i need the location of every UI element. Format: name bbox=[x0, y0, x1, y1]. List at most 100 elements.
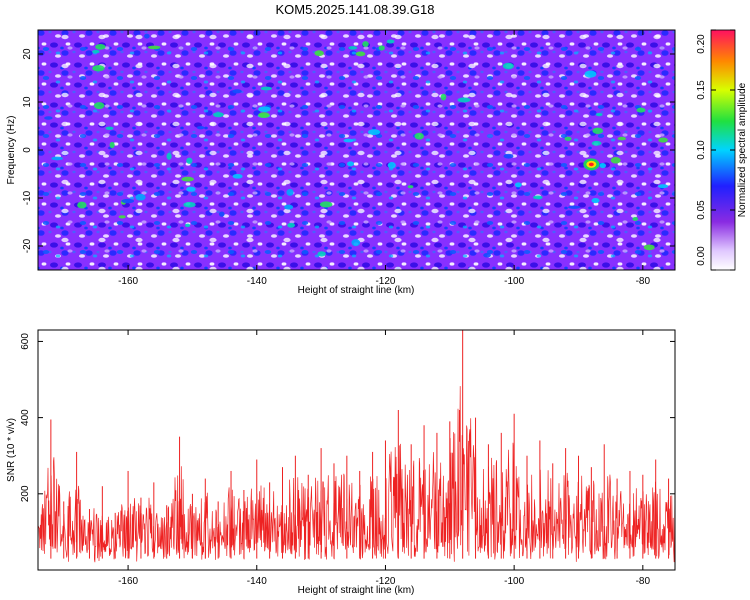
heatmap-hot-spot bbox=[591, 140, 602, 146]
snr-x-tick-label: -100 bbox=[504, 576, 524, 587]
heatmap-hot-spot bbox=[347, 161, 354, 167]
heatmap-hot-spot bbox=[260, 86, 272, 91]
snr-x-label: Height of straight line (km) bbox=[298, 585, 415, 596]
colorbar-ticks: 0.00 0.05 0.10 0.15 0.20 bbox=[696, 29, 735, 271]
heatmap-hot-spot bbox=[183, 201, 196, 208]
heatmap-hot-spot bbox=[367, 129, 381, 136]
colorbar-tick-label: 0.00 bbox=[696, 246, 707, 266]
heatmap-hot-spot bbox=[386, 39, 395, 44]
heatmap-hot-spot bbox=[284, 204, 294, 210]
snr-line-trace bbox=[37, 386, 676, 563]
snr-series bbox=[37, 330, 676, 563]
heatmap-hot-spot bbox=[643, 244, 655, 251]
heatmap-hot-spot bbox=[135, 193, 146, 201]
heatmap-hot-spots bbox=[44, 33, 669, 258]
heatmap-x-tick-label: -120 bbox=[375, 276, 395, 287]
heatmap-hot-spot bbox=[196, 126, 205, 130]
heatmap-hot-spot bbox=[166, 152, 172, 160]
heatmap-hot-spot bbox=[212, 112, 224, 118]
figure-title: KOM5.2025.141.08.39.G18 bbox=[275, 2, 434, 17]
colorbar-tick-label: 0.10 bbox=[696, 140, 707, 160]
heatmap-hot-spot bbox=[658, 137, 668, 143]
heatmap-x-tick-label: -80 bbox=[636, 276, 651, 287]
heatmap-hot-spot bbox=[144, 33, 150, 39]
heatmap-hot-spot bbox=[121, 198, 135, 204]
heatmap-hot-spot bbox=[287, 222, 296, 228]
heatmap-x-tick-label: -160 bbox=[118, 276, 138, 287]
heatmap-hot-spot bbox=[457, 97, 471, 103]
snr-y-tick-label: 400 bbox=[20, 409, 31, 426]
heatmap-y-tick-label: 0 bbox=[22, 147, 33, 153]
heatmap-hot-spot bbox=[92, 49, 100, 54]
snr-y-label: SNR (10 * v/v) bbox=[6, 418, 17, 482]
snr-y-tick-label: 200 bbox=[20, 485, 31, 502]
snr-x-ticks: -160 -140 -120 -100 -80 bbox=[118, 330, 650, 587]
heatmap-hot-spot bbox=[186, 186, 196, 192]
heatmap-hot-spot bbox=[317, 251, 326, 257]
snr-panel: -160 -140 -120 -100 -80 200 400 600 Height of … bbox=[6, 329, 676, 596]
heatmap-hot-spot bbox=[258, 106, 271, 113]
heatmap-hot-spot bbox=[568, 205, 581, 209]
heatmap-hot-spot bbox=[348, 46, 358, 50]
heatmap-hot-spot bbox=[414, 132, 424, 140]
heatmap-y-tick-label: 20 bbox=[22, 48, 33, 60]
colorbar-tick-label: 0.20 bbox=[696, 34, 707, 54]
snr-x-tick-label: -160 bbox=[118, 576, 138, 587]
heatmap-hot-spot bbox=[44, 116, 53, 120]
heatmap-hot-spot bbox=[351, 239, 361, 247]
heatmap-y-label: Frequency (Hz) bbox=[6, 116, 17, 185]
snr-y-ticks: 200 400 600 bbox=[20, 333, 675, 502]
heatmap-hot-spot bbox=[51, 156, 63, 161]
heatmap-hot-spot bbox=[584, 70, 597, 78]
snr-x-tick-label: -80 bbox=[636, 576, 651, 587]
heatmap-hot-spot bbox=[362, 41, 369, 47]
heatmap-hot-spot bbox=[105, 126, 114, 130]
heatmap-x-tick-label: -140 bbox=[247, 276, 267, 287]
heatmap-hot-spot bbox=[378, 45, 385, 51]
heatmap-hot-spot bbox=[218, 211, 225, 217]
heatmap-hot-spot bbox=[343, 138, 354, 143]
snr-y-tick-label: 600 bbox=[20, 333, 31, 350]
heatmap-hot-spot bbox=[319, 201, 333, 208]
heatmap-hot-spot bbox=[636, 107, 646, 113]
heatmap-y-tick-label: 10 bbox=[22, 96, 33, 108]
heatmap-hot-spot bbox=[407, 185, 414, 189]
heatmap-hot-spot bbox=[617, 136, 627, 141]
heatmap-hot-spot bbox=[314, 50, 324, 57]
heatmap-y-ticks: -20 -10 0 10 20 bbox=[22, 48, 675, 253]
heatmap-x-ticks: -160 -140 -120 -100 -80 bbox=[118, 30, 650, 287]
snr-x-tick-label: -120 bbox=[375, 576, 395, 587]
heatmap-hot-spot bbox=[483, 252, 491, 258]
heatmap-hot-spot bbox=[258, 112, 270, 118]
heatmap-hot-spot bbox=[632, 216, 639, 222]
heatmap-hot-spot bbox=[599, 163, 606, 169]
heatmap-hot-spot bbox=[109, 141, 115, 149]
heatmap-hot-spot bbox=[77, 201, 87, 209]
heatmap-hot-spot bbox=[147, 45, 161, 50]
heatmap-hot-spot bbox=[92, 65, 105, 72]
colorbar-label: Normalized spectral amplitude bbox=[737, 82, 748, 217]
heatmap-y-tick-label: -10 bbox=[22, 190, 33, 205]
heatmap-hot-spot bbox=[657, 184, 669, 189]
heatmap-hot-spot bbox=[186, 157, 193, 164]
colorbar: 0.00 0.05 0.10 0.15 0.20 Normalized spectral… bbox=[696, 29, 748, 271]
heatmap-hot-spot bbox=[232, 173, 243, 179]
heatmap-hot-spot bbox=[184, 223, 191, 228]
heatmap-field-overlay bbox=[38, 30, 675, 270]
heatmap-hot-spot bbox=[610, 157, 621, 164]
heatmap-hot-spot bbox=[181, 176, 194, 182]
heatmap-peak-core bbox=[588, 162, 594, 167]
snr-x-tick-label: -140 bbox=[247, 576, 267, 587]
heatmap-hot-spot bbox=[232, 89, 242, 94]
heatmap-x-label: Height of straight line (km) bbox=[298, 285, 415, 296]
heatmap-hot-spot bbox=[514, 182, 522, 188]
heatmap-hot-spot bbox=[387, 162, 396, 169]
heatmap-hot-spot bbox=[355, 51, 366, 57]
heatmap-hot-spot bbox=[93, 102, 105, 110]
heatmap-hot-spot bbox=[595, 112, 603, 117]
heatmap-y-tick-label: -20 bbox=[22, 238, 33, 253]
heatmap-x-tick-label: -100 bbox=[504, 276, 524, 287]
heatmap-hot-spot bbox=[533, 195, 543, 200]
